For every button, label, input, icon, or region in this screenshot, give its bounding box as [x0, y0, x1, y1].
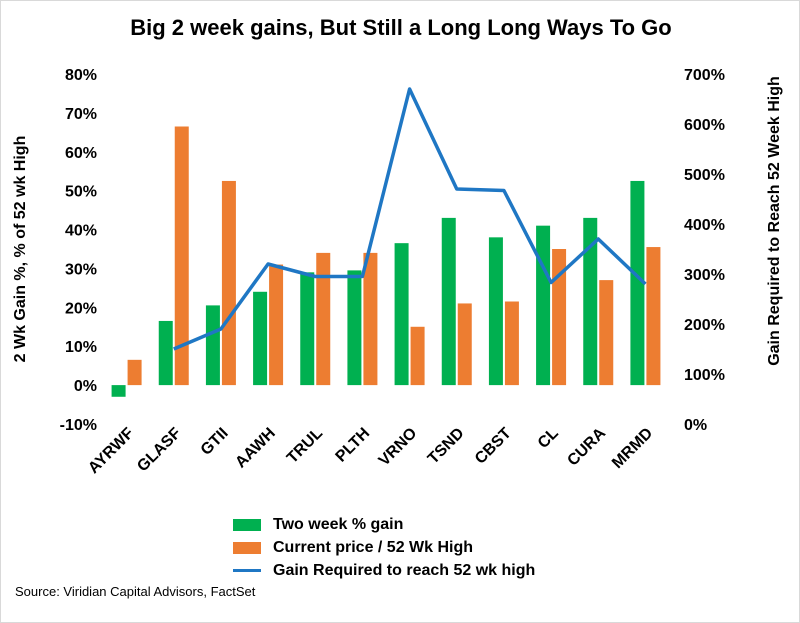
right-tick-label: 600%: [684, 117, 725, 134]
gain-bar-ayrwf: [111, 385, 126, 397]
right-tick-label: 300%: [684, 267, 725, 284]
price-bar-glasf: [174, 126, 189, 386]
gain-required-line: [173, 87, 647, 351]
price-bar-cl: [552, 249, 567, 386]
price-bar-cura: [599, 280, 614, 386]
price-bar-trul: [316, 252, 331, 386]
category-label-cl: CL: [535, 425, 562, 452]
price-bar-plth: [363, 252, 378, 386]
gain-bar-glasf: [158, 320, 173, 386]
gain-bar-vrno: [394, 243, 409, 386]
left-axis-ticks: -10% 0% 10% 20% 30% 40% 50% 60% 70% 80%: [60, 67, 97, 434]
legend-swatch-gain: [233, 518, 261, 531]
category-label-aawh: AAWH: [232, 425, 279, 472]
price-bar-vrno: [410, 326, 425, 386]
gain-bar-aawh: [253, 291, 268, 386]
price-bar-aawh: [269, 264, 284, 386]
gain-bar-cl: [536, 225, 551, 386]
left-tick-label: 80%: [65, 67, 97, 84]
right-axis-ticks: 0% 100% 200% 300% 400% 500% 600% 700%: [684, 67, 725, 434]
right-tick-label: 400%: [684, 217, 725, 234]
price-bar-gtii: [221, 180, 236, 386]
category-label-tsnd: TSND: [425, 425, 468, 468]
gain-bar-tsnd: [441, 217, 456, 386]
left-tick-label: 20%: [65, 300, 97, 317]
legend-label-required: Gain Required to reach 52 wk high: [273, 561, 536, 579]
category-label-vrno: VRNO: [376, 425, 421, 470]
left-tick-label: 0%: [74, 378, 97, 395]
legend-label-price: Current price / 52 Wk High: [273, 538, 474, 556]
category-label-trul: TRUL: [284, 425, 326, 467]
legend-swatch-required: [233, 569, 261, 572]
chart-title: Big 2 week gains, But Still a Long Long …: [130, 15, 672, 40]
category-label-gtii: GTII: [198, 425, 232, 459]
category-label-mrmd: MRMD: [609, 425, 656, 472]
gain-bar-mrmd: [630, 180, 645, 386]
source-note: Source: Viridian Capital Advisors, FactS…: [15, 584, 256, 599]
price-bar-mrmd: [646, 247, 661, 386]
chart-svg: -10% 0% 10% 20% 30% 40% 50% 60% 70% 80% 0% 100% 200…: [12, 67, 783, 477]
category-label-glasf: GLASF: [134, 425, 185, 476]
legend-label-gain: Two week % gain: [273, 515, 404, 533]
left-tick-label: -10%: [60, 417, 97, 434]
gain-bar-gtii: [205, 305, 220, 386]
price-bar-cbst: [504, 301, 519, 386]
category-label-cura: CURA: [564, 424, 609, 469]
gain-bar-cura: [583, 217, 598, 386]
left-tick-label: 10%: [65, 339, 97, 356]
legend: Two week % gain Current price / 52 Wk Hi…: [233, 513, 535, 582]
gain-bar-cbst: [488, 237, 503, 386]
category-label-plth: PLTH: [333, 425, 374, 466]
y2-axis-label: Gain Required to Reach 52 Week High: [766, 76, 783, 366]
price-bar-ayrwf: [127, 359, 142, 386]
legend-item-required: Gain Required to reach 52 wk high: [233, 559, 535, 582]
legend-item-price: Current price / 52 Wk High: [233, 536, 535, 559]
left-tick-label: 50%: [65, 184, 97, 201]
left-tick-label: 30%: [65, 261, 97, 278]
category-label-cbst: CBST: [472, 425, 515, 468]
gain-bar-plth: [347, 270, 362, 386]
left-tick-label: 70%: [65, 106, 97, 123]
legend-swatch-price: [233, 541, 261, 554]
bars-group: [111, 126, 661, 397]
left-tick-label: 60%: [65, 145, 97, 162]
right-tick-label: 100%: [684, 367, 725, 384]
right-tick-label: 0%: [684, 417, 707, 434]
left-tick-label: 40%: [65, 223, 97, 240]
right-tick-label: 500%: [684, 167, 725, 184]
line-group: [173, 87, 647, 351]
gain-bar-trul: [300, 272, 315, 386]
y-axis-label: 2 Wk Gain %, % of 52 wk High: [12, 136, 29, 363]
right-tick-label: 200%: [684, 317, 725, 334]
legend-item-gain: Two week % gain: [233, 513, 535, 536]
price-bar-tsnd: [457, 303, 472, 386]
right-tick-label: 700%: [684, 67, 725, 84]
